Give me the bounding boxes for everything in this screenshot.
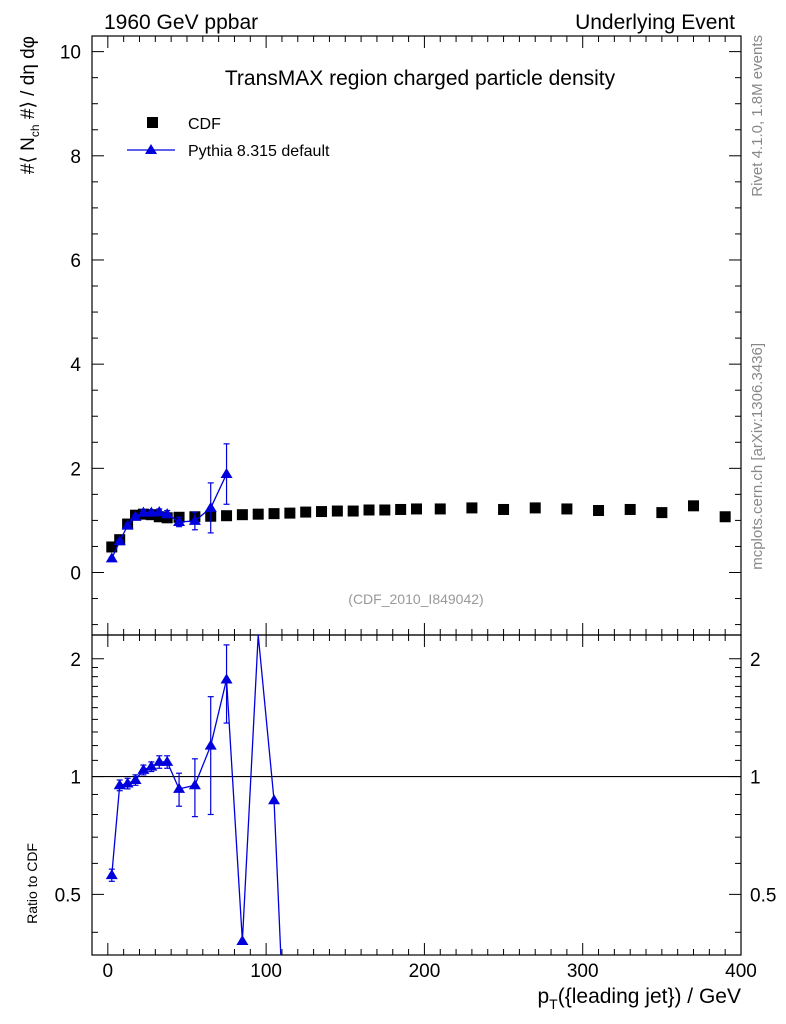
pythia-point <box>220 468 233 479</box>
y-tick-label-main: 2 <box>70 459 81 480</box>
y-axis-label-main: #⟨ Nch #⟩ / dη dφ <box>18 36 42 174</box>
x-tick-label: 300 <box>567 961 599 982</box>
y-tick-label-main: 6 <box>70 251 81 272</box>
pythia-point <box>129 510 142 521</box>
pythia-point <box>113 535 126 546</box>
legend-pythia-label: Pythia 8.315 default <box>188 143 330 160</box>
legend-cdf-label: CDF <box>188 116 221 133</box>
pythia-point <box>105 552 118 563</box>
ratio-point <box>129 773 142 784</box>
pythia-point <box>161 508 174 519</box>
pythia-point <box>137 506 150 517</box>
legend: CDF Pythia 8.315 default <box>127 116 330 160</box>
ratio-point <box>121 777 134 788</box>
main-axis-ticks: 0 2 4 6 8 10 <box>60 43 741 626</box>
ratio-panel-frame <box>91 634 742 956</box>
ratio-point <box>161 755 174 766</box>
x-tick-label: 100 <box>250 961 282 982</box>
y-tick-label-main: 4 <box>70 355 81 376</box>
pythia-point <box>204 501 217 512</box>
legend-pythia-marker <box>145 144 157 154</box>
x-tick-label: 0 <box>103 961 114 982</box>
cdf-point <box>268 508 280 520</box>
pythia-point <box>145 506 158 517</box>
cdf-point <box>331 505 343 517</box>
ratio-point <box>105 869 118 880</box>
cdf-point <box>593 505 605 517</box>
chart-title: TransMAX region charged particle density <box>225 67 616 90</box>
cdf-point <box>561 503 573 515</box>
ratio-point <box>173 782 186 793</box>
cdf-point <box>624 503 636 515</box>
x-axis-label: pT({leading jet}) / GeV <box>537 985 741 1012</box>
cdf-point <box>236 509 248 521</box>
ratio-panel-data <box>105 635 282 955</box>
cdf-point <box>221 510 233 522</box>
y-tick-label-ratio: 2 <box>70 650 81 671</box>
ratio-point <box>236 935 249 946</box>
cdf-point <box>656 507 668 519</box>
y-tick-label-ratio-right: 0.5 <box>750 885 776 906</box>
cdf-point <box>363 504 375 516</box>
cdf-point <box>529 502 541 514</box>
y-tick-label-main: 0 <box>70 563 81 584</box>
y-tick-label-ratio: 1 <box>70 768 81 789</box>
mcplots-info: mcplots.cern.ch [arXiv:1306.3436] <box>749 343 766 570</box>
cdf-point <box>284 507 296 519</box>
x-axis-ticks: 0 100 200 300 400 <box>103 36 757 982</box>
cdf-point <box>466 502 478 514</box>
cdf-point <box>719 511 731 523</box>
ratio-point <box>204 739 217 750</box>
main-panel-data <box>105 443 731 563</box>
cdf-point <box>316 506 328 518</box>
y-tick-label-ratio: 0.5 <box>55 885 81 906</box>
header-right: Underlying Event <box>575 11 735 34</box>
cdf-point <box>688 500 700 512</box>
cdf-point <box>252 508 264 520</box>
ratio-line <box>111 635 282 955</box>
y-tick-label-main: 8 <box>70 147 81 168</box>
cdf-point <box>498 503 510 515</box>
y-tick-label-ratio-right: 1 <box>750 768 761 789</box>
y-tick-label-main: 10 <box>60 43 81 64</box>
cdf-point <box>379 504 391 516</box>
y-axis-label-ratio: Ratio to CDF <box>24 843 40 924</box>
cdf-point <box>153 511 165 523</box>
cdf-point <box>411 503 422 515</box>
cdf-point <box>300 506 312 518</box>
legend-cdf-marker <box>147 117 158 128</box>
pythia-point <box>121 519 134 530</box>
header-left: 1960 GeV ppbar <box>104 11 258 34</box>
y-tick-label-ratio-right: 2 <box>750 650 761 671</box>
ratio-point <box>188 779 201 790</box>
ratio-point <box>137 763 150 774</box>
x-tick-label: 400 <box>725 961 757 982</box>
rivet-info: Rivet 4.1.0, 1.8M events <box>749 35 766 197</box>
pythia-point <box>173 515 186 526</box>
x-tick-label: 200 <box>409 961 441 982</box>
analysis-watermark: (CDF_2010_I849042) <box>348 591 483 607</box>
ratio-series <box>105 635 282 955</box>
cdf-point <box>106 541 118 553</box>
cdf-point <box>347 505 359 517</box>
cdf-point <box>434 503 446 515</box>
ratio-point <box>145 760 158 771</box>
ratio-point <box>153 755 166 766</box>
pythia-point <box>188 514 201 525</box>
ratio-point <box>268 794 281 805</box>
ratio-axis-ticks: 0.5 0.5 1 1 2 2 <box>55 650 776 933</box>
cdf-point <box>395 503 407 515</box>
pythia-point <box>153 506 166 517</box>
ratio-point <box>220 673 233 684</box>
